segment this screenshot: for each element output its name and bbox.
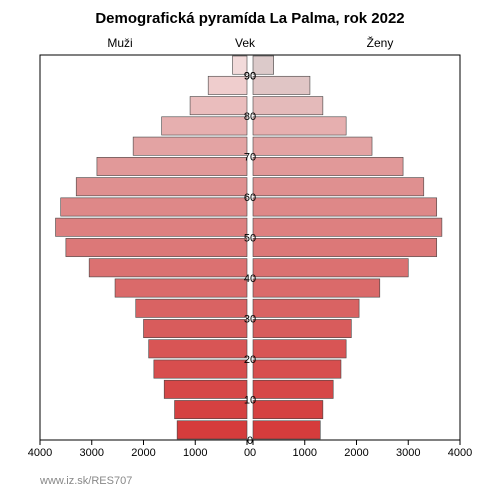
male-bar: [149, 340, 247, 358]
age-tick-label: 70: [244, 151, 256, 163]
female-bar: [253, 319, 351, 337]
male-bar: [144, 319, 248, 337]
male-bar: [177, 421, 247, 439]
female-bar: [253, 238, 437, 256]
male-bar: [154, 360, 247, 378]
male-bar: [89, 259, 247, 277]
x-tick-label: 1000: [293, 447, 317, 459]
age-tick-label: 80: [244, 111, 256, 123]
x-tick-label: 2000: [344, 447, 368, 459]
credit-text: www.iz.sk/RES707: [40, 475, 132, 487]
age-tick-label: 10: [244, 394, 256, 406]
age-tick-label: 40: [244, 273, 256, 285]
x-tick-label: 4000: [448, 447, 472, 459]
male-bar: [136, 299, 247, 317]
population-pyramid-chart: 0010001000200020003000300040004000010203…: [0, 0, 500, 500]
age-tick-label: 20: [244, 354, 256, 366]
female-bar: [253, 218, 442, 236]
female-label: Ženy: [340, 36, 420, 50]
male-bar: [175, 400, 247, 418]
age-tick-label: 30: [244, 313, 256, 325]
female-bar: [253, 157, 403, 175]
age-tick-label: 50: [244, 232, 256, 244]
female-bar: [253, 380, 333, 398]
male-bar: [66, 238, 247, 256]
female-bar: [253, 299, 359, 317]
female-bar: [253, 421, 320, 439]
female-bar: [253, 360, 341, 378]
x-tick-label: 2000: [131, 447, 155, 459]
x-tick-label: 0: [250, 447, 256, 459]
male-bar: [190, 97, 247, 115]
male-bar: [162, 117, 247, 135]
female-bar: [253, 76, 310, 94]
age-tick-label: 90: [244, 70, 256, 82]
male-label: Muži: [80, 36, 160, 50]
x-tick-label: 4000: [28, 447, 52, 459]
x-tick-label: 1000: [183, 447, 207, 459]
chart-title: Demografická pyramída La Palma, rok 2022: [0, 10, 500, 27]
female-bar: [253, 340, 346, 358]
male-bar: [115, 279, 247, 297]
female-bar: [253, 97, 323, 115]
female-bar: [253, 259, 408, 277]
female-bar: [253, 279, 380, 297]
x-tick-label: 3000: [80, 447, 104, 459]
female-bar: [253, 178, 424, 196]
female-bar: [253, 198, 437, 216]
female-bar: [253, 117, 346, 135]
age-tick-label: 60: [244, 192, 256, 204]
age-tick-label: 0: [247, 435, 253, 447]
female-bar: [253, 137, 372, 155]
x-tick-label: 3000: [396, 447, 420, 459]
male-bar: [61, 198, 247, 216]
male-bar: [164, 380, 247, 398]
female-bar: [253, 400, 323, 418]
male-bar: [76, 178, 247, 196]
male-bar: [56, 218, 247, 236]
male-bar: [133, 137, 247, 155]
male-bar: [208, 76, 247, 94]
age-label: Vek: [205, 36, 285, 50]
male-bar: [97, 157, 247, 175]
